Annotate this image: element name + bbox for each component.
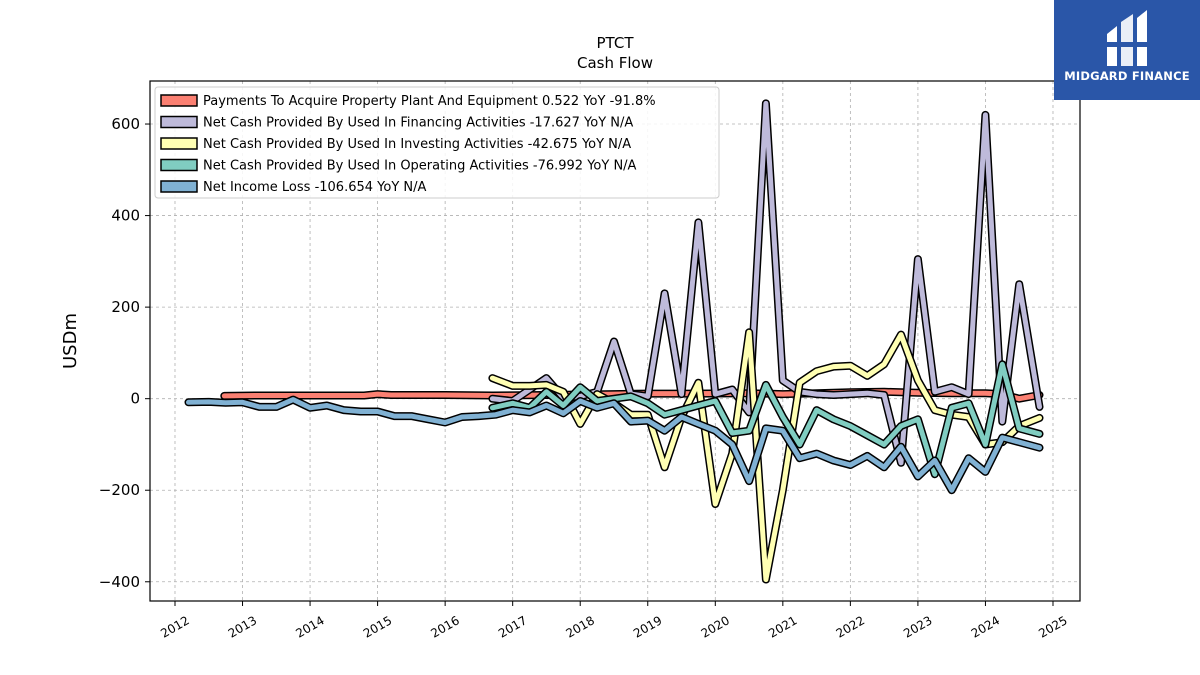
x-tick-label: 2017 — [496, 613, 529, 640]
legend-entry: Net Cash Provided By Used In Investing A… — [160, 137, 631, 152]
x-tick-label: 2019 — [631, 613, 664, 640]
legend-swatch — [160, 158, 198, 172]
legend-box — [154, 86, 720, 199]
x-tick-label: 2015 — [361, 613, 394, 640]
legend-entry: Payments To Acquire Property Plant And E… — [160, 94, 656, 109]
x-tick-label: 2025 — [1036, 613, 1069, 640]
x-tick-label: 2013 — [226, 613, 259, 640]
x-tick-label: 2020 — [699, 613, 732, 640]
y-tick-label: 0 — [130, 390, 140, 408]
y-tick-label: −400 — [99, 573, 140, 591]
legend-label: Payments To Acquire Property Plant And E… — [203, 94, 656, 109]
legend-entry: Net Income Loss -106.654 YoY N/A — [160, 180, 426, 195]
y-tick-label: 200 — [111, 298, 140, 316]
y-tick-label: 400 — [111, 207, 140, 225]
legend-entry: Net Cash Provided By Used In Financing A… — [160, 115, 633, 131]
x-tick-label: 2012 — [158, 613, 191, 640]
x-tick-label: 2022 — [834, 613, 867, 640]
plot-frame — [149, 80, 1081, 602]
series-outline — [184, 395, 1044, 495]
legend-label: Net Cash Provided By Used In Investing A… — [203, 137, 631, 152]
legend-label: Net Cash Provided By Used In Financing A… — [203, 116, 633, 131]
x-tick-label: 2024 — [969, 613, 1002, 640]
series-stroke — [489, 329, 1042, 582]
legend-label: Net Income Loss -106.654 YoY N/A — [203, 180, 426, 195]
y-tick-label: −200 — [99, 481, 140, 499]
legend: Payments To Acquire Property Plant And E… — [154, 86, 720, 199]
brand-name: MIDGARD FINANCE — [1064, 69, 1190, 83]
series-stroke — [186, 397, 1042, 493]
x-tick-label: 2014 — [293, 613, 326, 640]
y-axis-label: USDm — [60, 313, 81, 369]
legend-swatch — [160, 94, 198, 107]
y-tick-label: 600 — [111, 115, 140, 133]
chart-subtitle: Cash Flow — [577, 54, 653, 72]
series-line-5 — [184, 395, 1044, 495]
x-tick-label: 2021 — [766, 613, 799, 640]
chart-title: PTCT — [597, 34, 635, 52]
legend-label: Net Cash Provided By Used In Operating A… — [203, 159, 637, 174]
series-line-3 — [488, 328, 1044, 584]
x-tick-label: 2018 — [563, 613, 596, 640]
legend-swatch — [160, 180, 198, 193]
series-line-4 — [488, 360, 1044, 479]
legend-swatch — [160, 137, 198, 150]
series-outline — [488, 328, 1044, 584]
x-tick-label: 2016 — [428, 613, 461, 640]
legend-swatch — [160, 115, 198, 129]
series-lines — [184, 99, 1044, 584]
legend-entry: Net Cash Provided By Used In Operating A… — [160, 158, 637, 174]
midgard-h-logo-icon — [1107, 10, 1147, 66]
brand-logo: MIDGARD FINANCE — [1054, 0, 1200, 100]
x-tick-label: 2023 — [901, 613, 934, 640]
series-stroke — [489, 361, 1042, 477]
